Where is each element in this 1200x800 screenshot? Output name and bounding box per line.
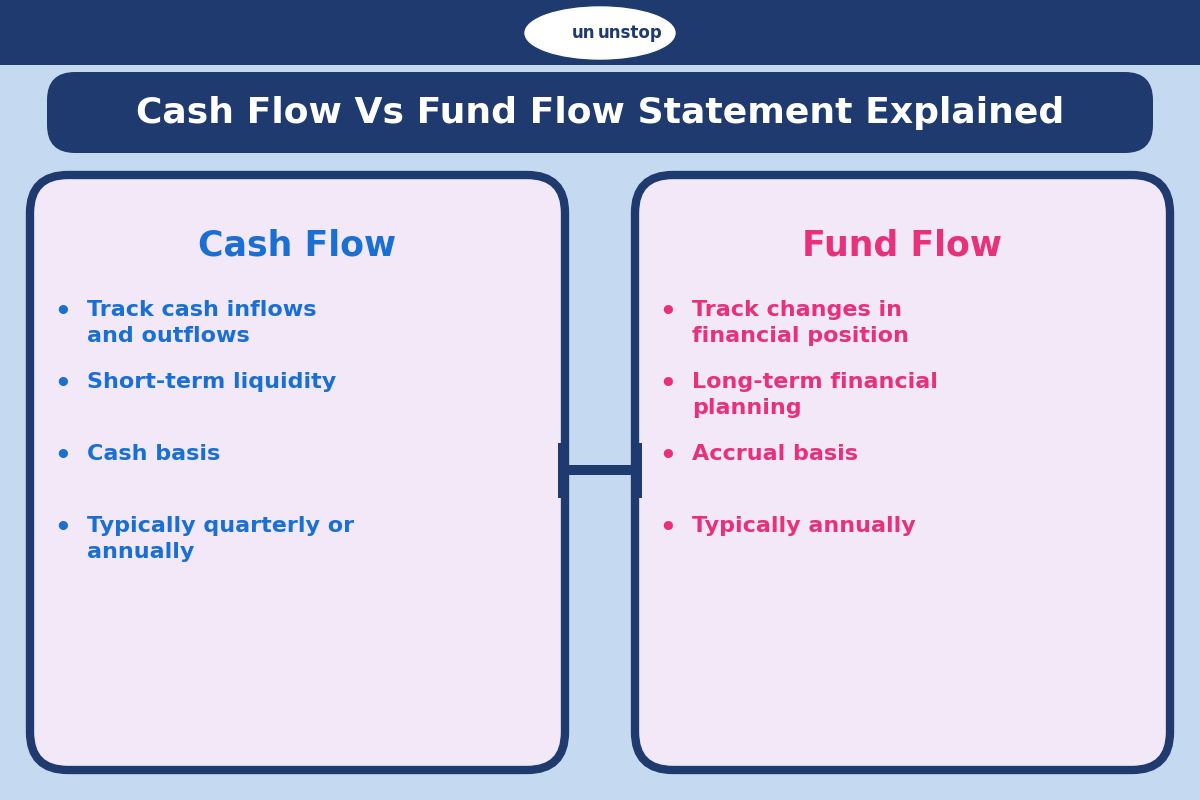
Text: Track changes in
financial position: Track changes in financial position [692, 300, 908, 346]
FancyBboxPatch shape [0, 0, 1200, 65]
FancyBboxPatch shape [47, 72, 1153, 153]
Text: •: • [660, 300, 677, 326]
Text: unstop: unstop [598, 24, 662, 42]
Text: •: • [55, 300, 71, 326]
Bar [558, 442, 568, 498]
Text: Short-term liquidity: Short-term liquidity [88, 372, 336, 392]
Text: •: • [55, 516, 71, 542]
Text: •: • [660, 444, 677, 470]
Text: Long-term financial
planning: Long-term financial planning [692, 372, 938, 418]
Text: Typically quarterly or
annually: Typically quarterly or annually [88, 516, 354, 562]
Text: un: un [571, 24, 595, 42]
Text: •: • [660, 372, 677, 398]
Text: Typically annually: Typically annually [692, 516, 916, 536]
Text: •: • [55, 444, 71, 470]
Text: Cash basis: Cash basis [88, 444, 221, 464]
Bar [632, 442, 642, 498]
Bar [568, 465, 632, 475]
FancyBboxPatch shape [635, 175, 1170, 770]
Text: Cash Flow: Cash Flow [198, 228, 396, 262]
FancyBboxPatch shape [30, 175, 565, 770]
Text: •: • [55, 372, 71, 398]
Text: Fund Flow: Fund Flow [803, 228, 1002, 262]
Text: Accrual basis: Accrual basis [692, 444, 858, 464]
Text: Track cash inflows
and outflows: Track cash inflows and outflows [88, 300, 317, 346]
Ellipse shape [526, 7, 674, 59]
Text: •: • [660, 516, 677, 542]
Text: Cash Flow Vs Fund Flow Statement Explained: Cash Flow Vs Fund Flow Statement Explain… [136, 95, 1064, 130]
